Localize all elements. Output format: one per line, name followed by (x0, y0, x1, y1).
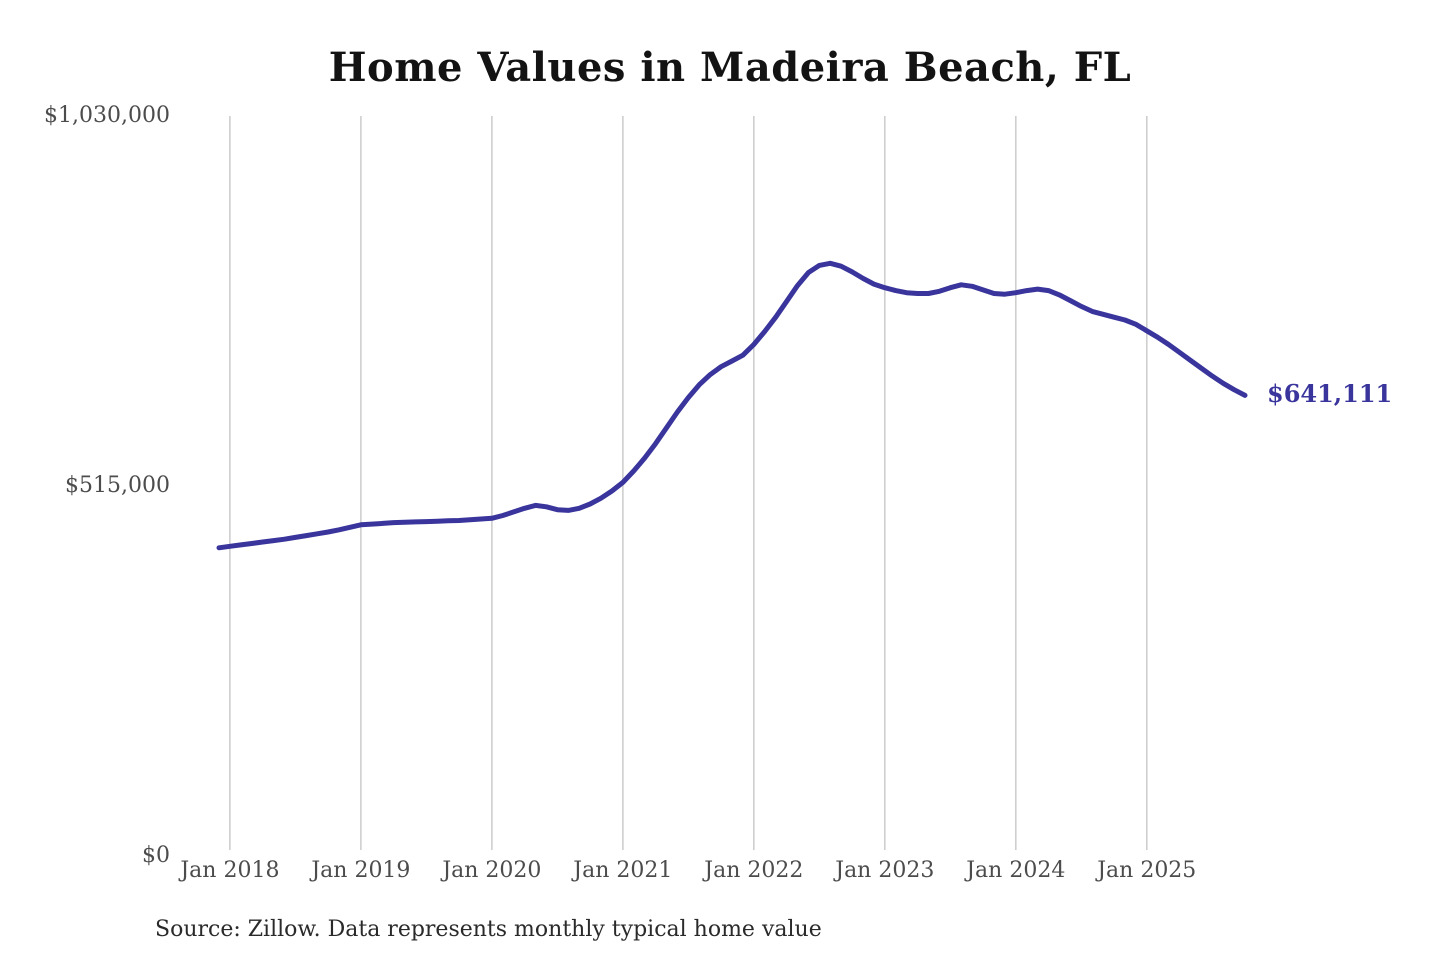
y-tick-label: $0 (142, 843, 170, 868)
y-tick-label: $1,030,000 (44, 103, 170, 128)
y-tick-label: $515,000 (65, 473, 170, 498)
x-tick-label: Jan 2019 (311, 858, 411, 883)
latest-value-label: $641,111 (1267, 379, 1393, 409)
x-tick-label: Jan 2024 (966, 858, 1066, 883)
x-tick-label: Jan 2018 (180, 858, 280, 883)
chart-title: Home Values in Madeira Beach, FL (328, 44, 1132, 91)
x-tick-label: Jan 2022 (704, 858, 804, 883)
home-value-line (216, 260, 1248, 551)
x-tick-label: Jan 2023 (835, 858, 935, 883)
x-tick-label: Jan 2020 (442, 858, 542, 883)
x-tick-label: Jan 2021 (573, 858, 673, 883)
source-note: Source: Zillow. Data represents monthly … (155, 917, 822, 942)
x-tick-label: Jan 2025 (1097, 858, 1197, 883)
